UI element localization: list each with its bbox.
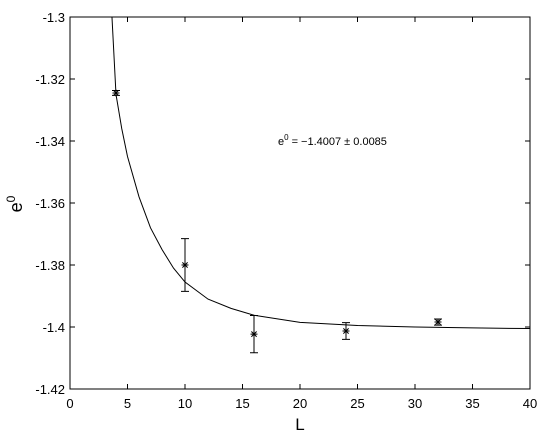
marker bbox=[342, 327, 350, 335]
x-tick-label: 5 bbox=[124, 396, 131, 411]
x-tick-label: 10 bbox=[178, 396, 192, 411]
x-tick-label: 0 bbox=[66, 396, 73, 411]
y-tick-label: -1.42 bbox=[35, 382, 65, 397]
y-tick-label: -1.38 bbox=[35, 258, 65, 273]
y-tick-label: -1.34 bbox=[35, 134, 65, 149]
x-tick-label: 30 bbox=[408, 396, 422, 411]
annotation-sup: 0 bbox=[284, 133, 289, 142]
y-tick-label: -1.36 bbox=[35, 196, 65, 211]
fit-curve bbox=[111, 16, 531, 330]
y-axis-label: e0 bbox=[4, 195, 26, 212]
x-tick-label: 35 bbox=[465, 396, 479, 411]
plot-frame bbox=[69, 16, 531, 390]
x-tick-label: 15 bbox=[235, 396, 249, 411]
x-tick-label: 25 bbox=[350, 396, 364, 411]
marker bbox=[181, 261, 189, 269]
annotation-rest: = −1.4007 ± 0.0085 bbox=[292, 136, 387, 148]
marker bbox=[112, 89, 120, 97]
x-tick-label: 20 bbox=[293, 396, 307, 411]
y-tick-label: -1.3 bbox=[43, 10, 65, 25]
y-label-sup: 0 bbox=[4, 195, 18, 202]
x-axis-label: L bbox=[295, 415, 304, 434]
marker bbox=[250, 330, 258, 338]
y-tick-label: -1.4 bbox=[43, 320, 65, 335]
marker bbox=[434, 318, 442, 326]
annotation-base: e bbox=[278, 136, 284, 148]
x-tick-label: 40 bbox=[523, 396, 537, 411]
annotation: e0 = −1.4007 ± 0.0085 bbox=[278, 133, 387, 148]
y-label-base: e bbox=[6, 202, 26, 212]
y-tick-label: -1.32 bbox=[35, 72, 65, 87]
